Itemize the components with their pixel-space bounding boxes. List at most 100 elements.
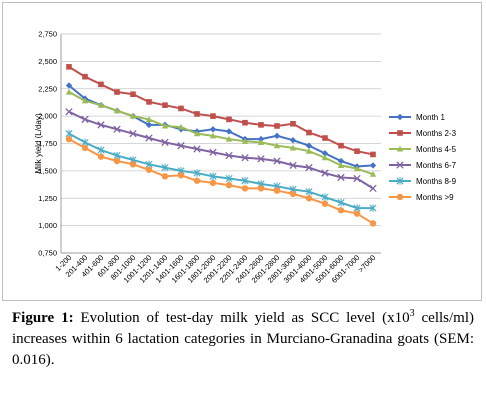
data-point: [129, 161, 137, 168]
data-point: [321, 154, 329, 161]
data-point: [129, 112, 137, 119]
data-point: [305, 147, 313, 154]
data-point: [210, 113, 216, 119]
data-point: [337, 162, 345, 168]
data-point: [209, 179, 217, 187]
data-point: [337, 157, 345, 165]
data-point: [241, 138, 249, 144]
data-point: [161, 138, 169, 147]
y-tick-label: 2,250: [38, 84, 57, 93]
data-point: [65, 88, 73, 95]
y-tick-label: 2,750: [38, 30, 57, 39]
data-point: [257, 155, 265, 163]
data-point: [97, 101, 105, 108]
data-point: [98, 81, 104, 88]
legend-marker: [396, 177, 404, 185]
legend-marker: [396, 161, 404, 169]
data-point: [273, 187, 281, 194]
data-point: [161, 163, 169, 172]
legend-marker: [397, 130, 403, 136]
series-line: [68, 138, 374, 225]
data-point: [209, 172, 217, 181]
data-point: [145, 134, 153, 142]
data-point: [273, 157, 281, 165]
data-point: [353, 210, 361, 217]
legend-label: Months 6-7: [416, 161, 457, 170]
data-point: [194, 111, 200, 117]
legend-label: Months 2-3: [416, 129, 457, 138]
data-point: [226, 116, 232, 123]
data-point: [369, 184, 377, 193]
data-point: [289, 161, 297, 170]
data-point: [369, 220, 377, 227]
legend-marker: [396, 193, 404, 201]
data-point: [369, 162, 377, 169]
y-tick-label: 2,000: [38, 112, 57, 121]
data-point: [81, 97, 89, 104]
series-line: [68, 91, 374, 176]
data-point: [177, 172, 185, 179]
data-point: [241, 185, 249, 192]
data-point: [130, 91, 136, 98]
data-point: [145, 116, 153, 122]
data-point: [337, 198, 345, 207]
data-point: [242, 119, 248, 126]
data-point: [241, 177, 249, 185]
data-point: [65, 82, 73, 89]
data-point: [97, 121, 105, 129]
legend-marker: [396, 113, 404, 121]
data-point: [289, 144, 297, 151]
data-point: [177, 142, 185, 150]
caption-label: Figure 1:: [12, 310, 74, 326]
line-chart: 0,750 1,000 1,250 1,500 1,750 2,000 2,250 2,500…: [34, 30, 457, 285]
data-point: [321, 193, 329, 201]
data-point: [305, 163, 313, 172]
data-point: [81, 144, 89, 152]
data-point: [338, 142, 344, 149]
data-point: [353, 174, 361, 183]
data-point: [225, 181, 233, 189]
data-point: [369, 170, 377, 177]
data-point: [113, 107, 121, 114]
data-point: [225, 135, 233, 142]
data-point: [354, 148, 360, 154]
legend-label: Month 1: [416, 113, 445, 122]
data-point: [337, 173, 345, 182]
data-point: [209, 148, 217, 156]
data-point: [65, 108, 73, 116]
data-point: [322, 135, 328, 141]
data-point: [290, 120, 296, 127]
data-point: [370, 151, 376, 158]
data-point: [258, 122, 264, 128]
y-tick-label: 0,750: [38, 249, 57, 258]
data-point: [162, 102, 168, 108]
data-point: [225, 151, 233, 160]
data-point: [178, 105, 184, 112]
data-point: [289, 190, 297, 198]
data-point: [225, 174, 233, 183]
data-point: [257, 139, 265, 145]
caption-text-b: cells/ml) increases within 6 lactation c…: [12, 310, 474, 368]
data-point: [369, 204, 377, 212]
legend-label: Months >9: [416, 193, 454, 202]
data-point: [113, 125, 121, 133]
data-point: [289, 137, 297, 144]
y-tick-label: 1,250: [38, 194, 57, 203]
legend-marker: [396, 145, 404, 152]
data-point: [337, 207, 345, 214]
data-point: [193, 169, 201, 177]
y-tick-label: 1,000: [38, 221, 57, 230]
data-point: [274, 123, 280, 129]
data-point: [306, 129, 312, 136]
y-tick-label: 1,500: [38, 166, 57, 175]
data-point: [241, 154, 249, 162]
data-point: [273, 142, 281, 149]
data-point: [321, 169, 329, 177]
data-point: [145, 166, 153, 173]
data-point: [66, 64, 72, 70]
data-point: [305, 187, 313, 196]
data-point: [193, 130, 201, 137]
series-line: [68, 110, 374, 190]
data-point: [321, 200, 329, 207]
data-point: [257, 135, 265, 143]
